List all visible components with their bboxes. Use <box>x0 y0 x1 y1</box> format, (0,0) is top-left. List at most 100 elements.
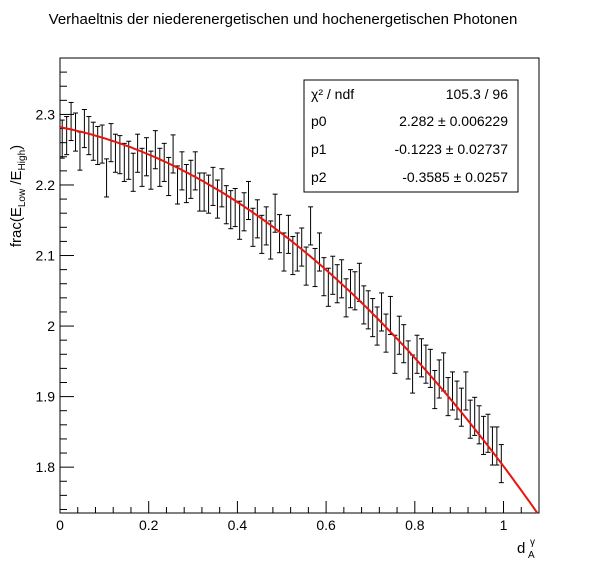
data-point <box>348 269 354 309</box>
data-point <box>175 165 181 205</box>
data-point <box>383 313 389 353</box>
data-point <box>454 380 460 420</box>
data-point <box>272 193 278 233</box>
data-point <box>135 133 141 173</box>
data-point <box>263 206 269 246</box>
data-point <box>281 232 287 272</box>
data-point <box>241 192 247 232</box>
x-tick-label: 0.6 <box>316 517 336 533</box>
data-point <box>192 151 198 191</box>
data-point <box>117 135 123 175</box>
stats-box-frame <box>303 79 519 193</box>
x-label-sub: A <box>528 550 535 561</box>
y-tick-label: 2.1 <box>36 248 56 264</box>
data-point <box>436 359 442 399</box>
stats-row-1-label: p0 <box>311 113 327 129</box>
data-point <box>130 152 136 192</box>
data-point <box>481 415 487 455</box>
y-label-sub-low: Low <box>17 188 28 207</box>
data-point <box>219 168 225 208</box>
data-point <box>441 352 447 392</box>
y-label-mid: /E <box>8 170 25 188</box>
stats-row-3-label: p2 <box>311 169 327 185</box>
y-axis-label: frac(ELow /EHigh) <box>8 145 28 247</box>
data-point <box>237 200 243 240</box>
data-point <box>410 354 416 394</box>
data-point <box>152 130 158 170</box>
data-point <box>401 324 407 364</box>
y-label-sub-high: High <box>17 150 28 171</box>
stats-row-2-label: p1 <box>311 141 327 157</box>
data-point <box>157 147 163 187</box>
data-point <box>423 344 429 384</box>
data-point <box>206 174 212 214</box>
data-point <box>99 124 105 164</box>
data-point <box>450 371 456 411</box>
data-point <box>339 259 345 299</box>
data-point <box>59 119 65 159</box>
data-point <box>139 147 145 187</box>
svg-text:frac(ELow /EHigh): frac(ELow /EHigh) <box>8 145 28 247</box>
data-point <box>277 214 283 254</box>
data-point <box>73 112 79 152</box>
data-point <box>396 315 402 355</box>
data-point <box>285 214 291 254</box>
data-point <box>321 257 327 297</box>
x-label-sup: γ <box>530 537 535 548</box>
axis-ticks: 0 0.2 0.4 0.6 0.8 1 1.8 1.9 2 2.1 2.2 2.3 <box>36 71 540 533</box>
data-point <box>405 340 411 380</box>
data-point <box>121 142 127 182</box>
data-point <box>392 334 398 374</box>
x-tick-label: 0.2 <box>139 517 159 533</box>
data-point <box>104 158 110 198</box>
data-point <box>77 131 83 171</box>
data-point <box>379 292 385 332</box>
y-tick-label: 2 <box>47 318 55 334</box>
data-point <box>374 306 380 346</box>
y-label-close: ) <box>8 145 25 150</box>
data-point <box>95 125 101 166</box>
x-tick-label: 1 <box>500 517 508 533</box>
data-point <box>148 150 154 190</box>
data-point <box>325 267 331 307</box>
data-point <box>352 271 358 311</box>
data-point <box>268 220 274 260</box>
data-point <box>188 159 194 199</box>
data-point <box>370 298 376 338</box>
data-point <box>214 179 220 219</box>
data-point <box>334 264 340 304</box>
x-tick-label: 0.4 <box>228 517 248 533</box>
data-point <box>299 227 305 267</box>
data-point <box>476 405 482 445</box>
stats-row-2-value: -0.1223 ± 0.02737 <box>394 141 508 157</box>
data-point <box>201 172 207 212</box>
data-point <box>414 334 420 374</box>
data-point <box>463 371 469 411</box>
data-point <box>254 199 260 239</box>
data-point <box>143 137 149 177</box>
chart-title: Verhaeltnis der niederenergetischen und … <box>49 11 518 28</box>
data-point <box>308 206 314 246</box>
data-point <box>232 188 238 228</box>
plot-frame <box>59 57 540 514</box>
y-label-main: frac(E <box>8 207 25 247</box>
data-point <box>245 180 251 221</box>
x-tick-label: 0 <box>56 517 64 533</box>
data-point <box>108 123 114 163</box>
stats-row-1-value: 2.282 ± 0.006229 <box>399 113 508 129</box>
y-tick-label: 1.8 <box>36 459 56 475</box>
data-point <box>294 232 300 272</box>
y-tick-label: 1.9 <box>36 389 56 405</box>
data-point <box>90 121 96 161</box>
y-tick-label: 2.2 <box>36 177 56 193</box>
data-points <box>59 101 504 484</box>
data-point <box>458 387 464 427</box>
data-point <box>183 164 189 204</box>
stats-row-0-value: 105.3 / 96 <box>446 86 508 102</box>
data-point <box>223 185 229 225</box>
data-point <box>68 101 74 142</box>
x-tick-label: 0.8 <box>405 517 425 533</box>
data-point <box>356 262 362 302</box>
data-point <box>112 133 118 173</box>
x-label-main: d <box>517 540 525 557</box>
